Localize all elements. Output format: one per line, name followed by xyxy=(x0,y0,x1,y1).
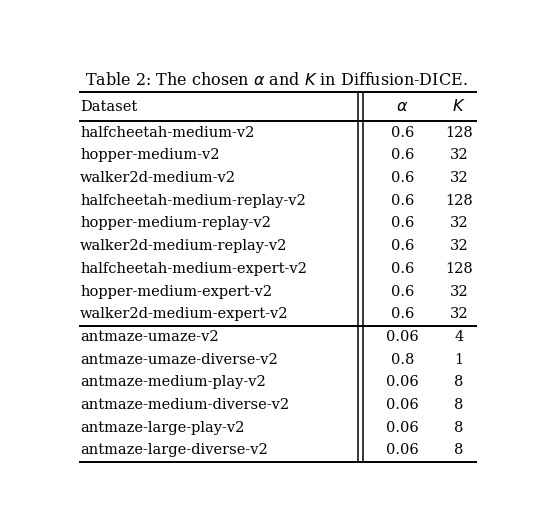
Text: 128: 128 xyxy=(445,194,472,208)
Text: hopper-medium-expert-v2: hopper-medium-expert-v2 xyxy=(80,285,272,298)
Text: 8: 8 xyxy=(454,444,463,457)
Text: $K$: $K$ xyxy=(452,98,465,115)
Text: antmaze-medium-play-v2: antmaze-medium-play-v2 xyxy=(80,375,266,389)
Text: 128: 128 xyxy=(445,126,472,140)
Text: 0.6: 0.6 xyxy=(390,194,414,208)
Text: 0.6: 0.6 xyxy=(390,171,414,185)
Text: 0.6: 0.6 xyxy=(390,126,414,140)
Text: 32: 32 xyxy=(449,171,468,185)
Text: 0.6: 0.6 xyxy=(390,262,414,276)
Text: halfcheetah-medium-v2: halfcheetah-medium-v2 xyxy=(80,126,254,140)
Text: 8: 8 xyxy=(454,421,463,435)
Text: walker2d-medium-expert-v2: walker2d-medium-expert-v2 xyxy=(80,307,288,321)
Text: hopper-medium-replay-v2: hopper-medium-replay-v2 xyxy=(80,216,271,230)
Text: 32: 32 xyxy=(449,307,468,321)
Text: 0.06: 0.06 xyxy=(386,330,418,344)
Text: 128: 128 xyxy=(445,262,472,276)
Text: 32: 32 xyxy=(449,216,468,230)
Text: 0.6: 0.6 xyxy=(390,216,414,230)
Text: antmaze-umaze-diverse-v2: antmaze-umaze-diverse-v2 xyxy=(80,353,278,366)
Text: 0.06: 0.06 xyxy=(386,375,418,389)
Text: 0.6: 0.6 xyxy=(390,148,414,163)
Text: Table 2: The chosen $\alpha$ and $K$ in Diffusion-DICE.: Table 2: The chosen $\alpha$ and $K$ in … xyxy=(85,72,468,89)
Text: antmaze-medium-diverse-v2: antmaze-medium-diverse-v2 xyxy=(80,398,289,412)
Text: 32: 32 xyxy=(449,148,468,163)
Text: 0.06: 0.06 xyxy=(386,421,418,435)
Text: halfcheetah-medium-replay-v2: halfcheetah-medium-replay-v2 xyxy=(80,194,306,208)
Text: halfcheetah-medium-expert-v2: halfcheetah-medium-expert-v2 xyxy=(80,262,307,276)
Text: 1: 1 xyxy=(454,353,463,366)
Text: 0.6: 0.6 xyxy=(390,239,414,253)
Text: walker2d-medium-v2: walker2d-medium-v2 xyxy=(80,171,236,185)
Text: 0.06: 0.06 xyxy=(386,398,418,412)
Text: 0.8: 0.8 xyxy=(390,353,414,366)
Text: 0.06: 0.06 xyxy=(386,444,418,457)
Text: $\alpha$: $\alpha$ xyxy=(396,98,408,115)
Text: Dataset: Dataset xyxy=(80,100,137,114)
Text: 8: 8 xyxy=(454,375,463,389)
Text: hopper-medium-v2: hopper-medium-v2 xyxy=(80,148,220,163)
Text: 0.6: 0.6 xyxy=(390,285,414,298)
Text: 8: 8 xyxy=(454,398,463,412)
Text: 0.6: 0.6 xyxy=(390,307,414,321)
Text: 32: 32 xyxy=(449,239,468,253)
Text: walker2d-medium-replay-v2: walker2d-medium-replay-v2 xyxy=(80,239,287,253)
Text: antmaze-large-diverse-v2: antmaze-large-diverse-v2 xyxy=(80,444,268,457)
Text: 4: 4 xyxy=(454,330,463,344)
Text: 32: 32 xyxy=(449,285,468,298)
Text: antmaze-umaze-v2: antmaze-umaze-v2 xyxy=(80,330,219,344)
Text: antmaze-large-play-v2: antmaze-large-play-v2 xyxy=(80,421,245,435)
